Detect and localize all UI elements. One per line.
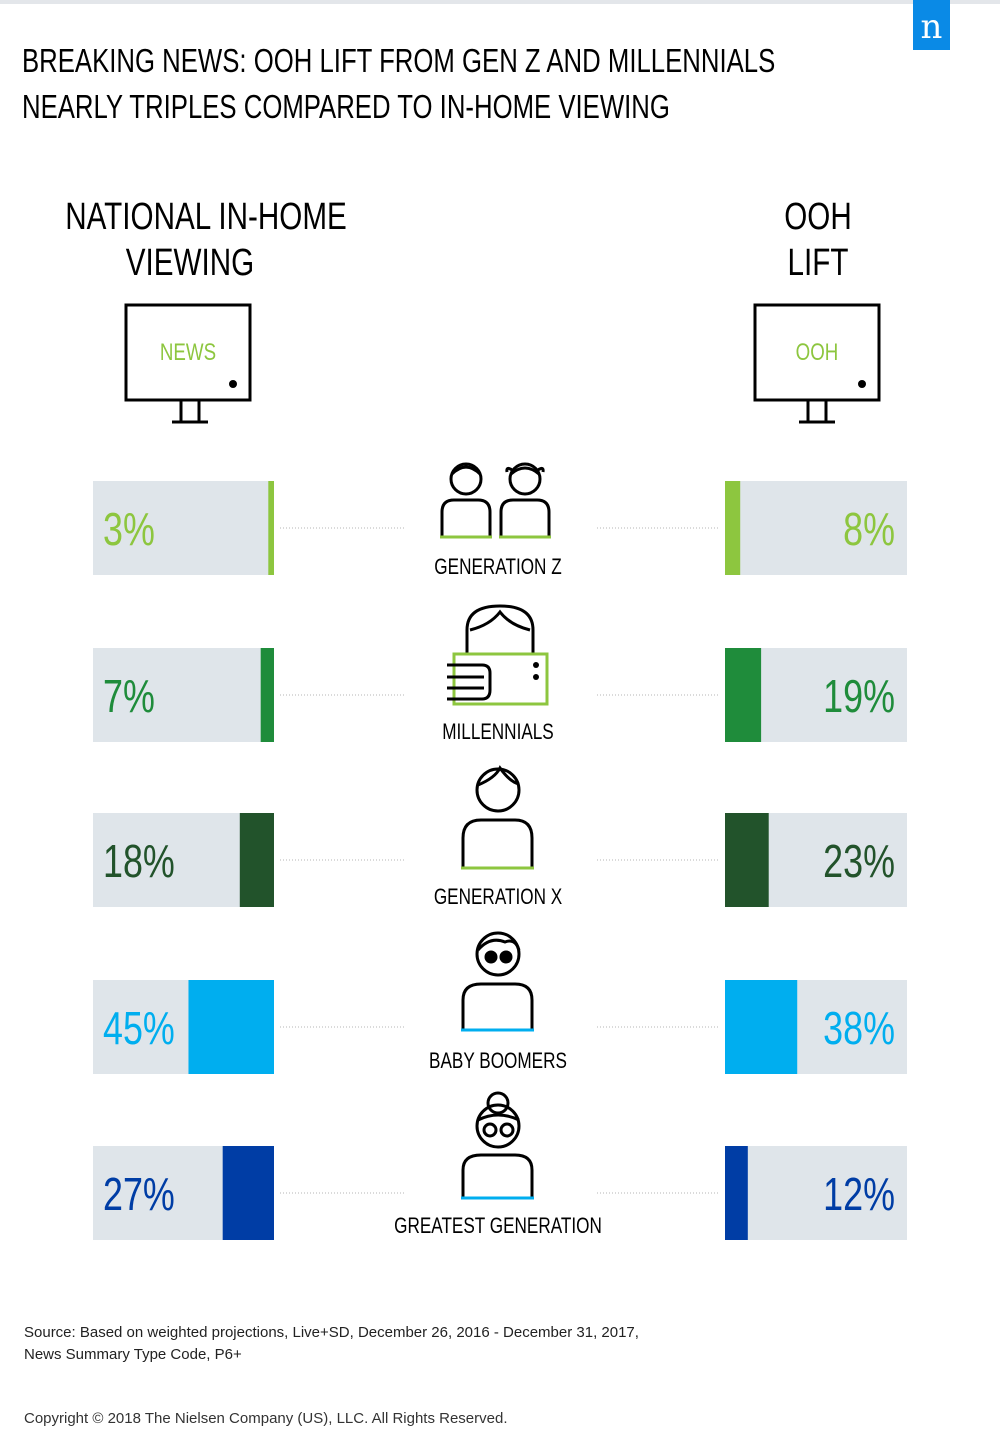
left-bar-track <box>93 481 274 575</box>
page-title: BREAKING NEWS: OOH LIFT FROM GEN Z AND M… <box>22 38 776 130</box>
left-bar-track <box>93 648 274 742</box>
right-header-line-2: LIFT <box>787 242 849 284</box>
right-bar <box>725 980 798 1074</box>
right-bar <box>725 648 762 742</box>
right-tv-icon: OOH <box>753 303 881 424</box>
right-column-header: OOH LIFT <box>701 194 935 286</box>
right-screen-text: OOH <box>796 339 839 366</box>
left-bar <box>222 1146 274 1240</box>
category-label: BABY BOOMERS <box>429 1049 567 1074</box>
chart-rows: 3% 8% GENERATION Z 7% 19% MILLENNIALS 18% 23% GE… <box>93 481 907 1240</box>
source-note: Source: Based on weighted projections, L… <box>24 1322 639 1366</box>
left-column-header: NATIONAL IN-HOME VIEWING <box>65 194 347 286</box>
right-value-label: 8% <box>843 504 895 555</box>
two-children-icon <box>440 462 551 539</box>
right-value-label: 19% <box>823 671 895 722</box>
copyright: Copyright © 2018 The Nielsen Company (US… <box>24 1410 508 1427</box>
category-label: MILLENNIALS <box>442 720 554 745</box>
right-bar-track <box>725 1146 907 1240</box>
left-bar <box>268 481 274 575</box>
right-value-label: 38% <box>823 1003 895 1054</box>
title-line-2: NEARLY TRIPLES COMPARED TO IN-HOME VIEWI… <box>22 88 670 125</box>
person-with-tablet-icon <box>447 604 549 706</box>
left-screen-text: NEWS <box>160 339 216 366</box>
title-line-1: BREAKING NEWS: OOH LIFT FROM GEN Z AND M… <box>22 42 776 79</box>
source-line-1: Source: Based on weighted projections, L… <box>24 1324 639 1341</box>
left-value-label: 45% <box>103 1003 175 1054</box>
right-bar-track <box>725 481 907 575</box>
nielsen-logo: n <box>913 0 950 50</box>
category-label: GREATEST GENERATION <box>394 1214 602 1239</box>
left-bar <box>260 648 274 742</box>
right-bar <box>725 481 741 575</box>
category-label: GENERATION Z <box>434 555 561 580</box>
right-header-line-1: OOH <box>784 196 852 238</box>
left-value-label: 27% <box>103 1169 175 1220</box>
top-rule <box>0 0 1000 4</box>
adult-icon <box>461 765 534 870</box>
right-bar <box>725 813 769 907</box>
person-with-glasses-icon <box>461 931 534 1032</box>
right-value-label: 23% <box>823 836 895 887</box>
left-bar <box>188 980 274 1074</box>
left-value-label: 3% <box>103 504 155 555</box>
elder-with-glasses-icon <box>461 1091 534 1200</box>
right-value-label: 12% <box>823 1169 895 1220</box>
left-header-line-1: NATIONAL IN-HOME <box>65 196 347 238</box>
left-value-label: 18% <box>103 836 175 887</box>
left-tv-icon: NEWS <box>124 303 252 424</box>
left-value-label: 7% <box>103 671 155 722</box>
source-line-2: News Summary Type Code, P6+ <box>24 1346 242 1363</box>
left-header-line-2: VIEWING <box>125 242 255 284</box>
left-bar <box>239 813 274 907</box>
right-bar <box>725 1146 748 1240</box>
category-label: GENERATION X <box>434 885 562 910</box>
